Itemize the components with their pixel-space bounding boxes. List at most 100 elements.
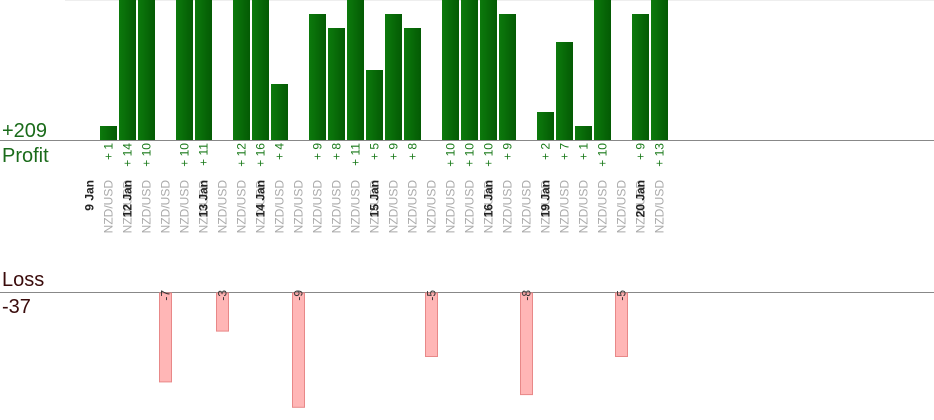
instrument-label: NZD/USD bbox=[140, 180, 154, 234]
profit-bar bbox=[195, 0, 212, 140]
loss-bar bbox=[615, 292, 628, 357]
instrument-label: NZD/USD bbox=[178, 180, 192, 234]
instrument-label: NZD/USD bbox=[216, 180, 230, 234]
loss-value-label: -5 bbox=[425, 290, 439, 301]
instrument-label: NZD/USD bbox=[349, 180, 363, 234]
profit-bar bbox=[385, 14, 402, 140]
profit-bar bbox=[442, 0, 459, 140]
loss-label: Loss bbox=[2, 269, 45, 291]
labels-layer: 9 Jan NZD/USD + 1 NZD/USD + 14 12 Jan NZD/USD +… bbox=[83, 143, 667, 301]
date-label: 15 Jan bbox=[368, 180, 382, 217]
profit-bar bbox=[594, 0, 611, 140]
instrument-label: NZD/USD bbox=[444, 180, 458, 234]
profit-value-label: + 11 bbox=[349, 143, 363, 166]
instrument-label: NZD/USD bbox=[482, 180, 496, 234]
profit-value-label: + 1 bbox=[577, 143, 591, 160]
instrument-label: NZD/USD bbox=[577, 180, 591, 234]
profit-bar bbox=[138, 0, 155, 140]
instrument-label: NZD/USD bbox=[425, 180, 439, 234]
profit-value-label: + 5 bbox=[368, 143, 382, 160]
profit-bar bbox=[100, 126, 117, 140]
bars-layer bbox=[100, 0, 668, 408]
instrument-label: NZD/USD bbox=[387, 180, 401, 234]
profit-value-label: + 10 bbox=[463, 143, 477, 167]
date-label: 16 Jan bbox=[482, 180, 496, 217]
profit-value-label: + 8 bbox=[406, 143, 420, 160]
date-label: 20 Jan bbox=[634, 180, 648, 217]
profit-bar bbox=[632, 14, 649, 140]
instrument-label: NZD/USD bbox=[406, 180, 420, 234]
loss-value-label: -7 bbox=[159, 290, 173, 301]
profit-total: +209 bbox=[2, 120, 48, 142]
profit-bar bbox=[252, 0, 269, 140]
profit-value-label: + 4 bbox=[273, 143, 287, 160]
instrument-label: NZD/USD bbox=[634, 180, 648, 234]
profit-bar bbox=[499, 14, 516, 140]
profit-value-label: + 2 bbox=[539, 143, 553, 160]
loss-value-label: -3 bbox=[216, 290, 230, 301]
profit-bar bbox=[271, 84, 288, 140]
profit-bar bbox=[556, 42, 573, 140]
profit-bar bbox=[309, 14, 326, 140]
profit-value-label: + 10 bbox=[178, 143, 192, 167]
loss-bar bbox=[425, 292, 438, 357]
profit-bar bbox=[366, 70, 383, 140]
date-label: 14 Jan bbox=[254, 180, 268, 217]
instrument-label: NZD/USD bbox=[254, 180, 268, 234]
profit-bar bbox=[233, 0, 250, 140]
profit-value-label: + 10 bbox=[140, 143, 154, 167]
instrument-label: NZD/USD bbox=[463, 180, 477, 234]
profit-bar bbox=[328, 28, 345, 140]
instrument-label: NZD/USD bbox=[311, 180, 325, 234]
profit-value-label: + 12 bbox=[235, 143, 249, 167]
instrument-label: NZD/USD bbox=[159, 180, 173, 234]
profit-value-label: + 11 bbox=[197, 143, 211, 166]
profit-value-label: + 1 bbox=[102, 143, 116, 160]
instrument-label: NZD/USD bbox=[330, 180, 344, 234]
loss-value-label: -8 bbox=[520, 290, 534, 301]
instrument-label: NZD/USD bbox=[520, 180, 534, 234]
loss-bar bbox=[159, 292, 172, 383]
profit-bar bbox=[575, 126, 592, 140]
profit-bar bbox=[480, 0, 497, 140]
profit-value-label: + 13 bbox=[653, 143, 667, 167]
profit-bar bbox=[347, 0, 364, 140]
profit-value-label: + 8 bbox=[330, 143, 344, 160]
instrument-label: NZD/USD bbox=[596, 180, 610, 234]
date-label: 9 Jan bbox=[83, 180, 97, 211]
profit-value-label: + 10 bbox=[444, 143, 458, 167]
date-label: 12 Jan bbox=[121, 180, 135, 217]
instrument-label: NZD/USD bbox=[121, 180, 135, 234]
profit-bar bbox=[119, 0, 136, 140]
profit-value-label: + 10 bbox=[482, 143, 496, 167]
instrument-label: NZD/USD bbox=[197, 180, 211, 234]
profit-bar bbox=[404, 28, 421, 140]
date-label: 13 Jan bbox=[197, 180, 211, 217]
profit-label: Profit bbox=[2, 145, 49, 167]
profit-bar bbox=[176, 0, 193, 140]
instrument-label: NZD/USD bbox=[292, 180, 306, 234]
loss-value-label: -5 bbox=[615, 290, 629, 301]
instrument-label: NZD/USD bbox=[653, 180, 667, 234]
loss-bar bbox=[292, 292, 305, 408]
profit-bar bbox=[461, 0, 478, 140]
loss-bar bbox=[216, 292, 229, 332]
instrument-label: NZD/USD bbox=[368, 180, 382, 234]
loss-total: -37 bbox=[2, 296, 31, 318]
instrument-label: NZD/USD bbox=[102, 180, 116, 234]
loss-bar bbox=[520, 292, 533, 396]
loss-value-label: -9 bbox=[292, 290, 306, 301]
profit-value-label: + 9 bbox=[634, 143, 648, 160]
instrument-label: NZD/USD bbox=[273, 180, 287, 234]
instrument-label: NZD/USD bbox=[501, 180, 515, 234]
profit-value-label: + 9 bbox=[501, 143, 515, 160]
instrument-label: NZD/USD bbox=[615, 180, 629, 234]
profit-value-label: + 7 bbox=[558, 143, 572, 160]
date-label: 19 Jan bbox=[539, 180, 553, 217]
instrument-label: NZD/USD bbox=[539, 180, 553, 234]
profit-bar bbox=[537, 112, 554, 140]
profit-value-label: + 9 bbox=[311, 143, 325, 160]
profit-bar bbox=[651, 0, 668, 140]
profit-value-label: + 16 bbox=[254, 143, 268, 167]
